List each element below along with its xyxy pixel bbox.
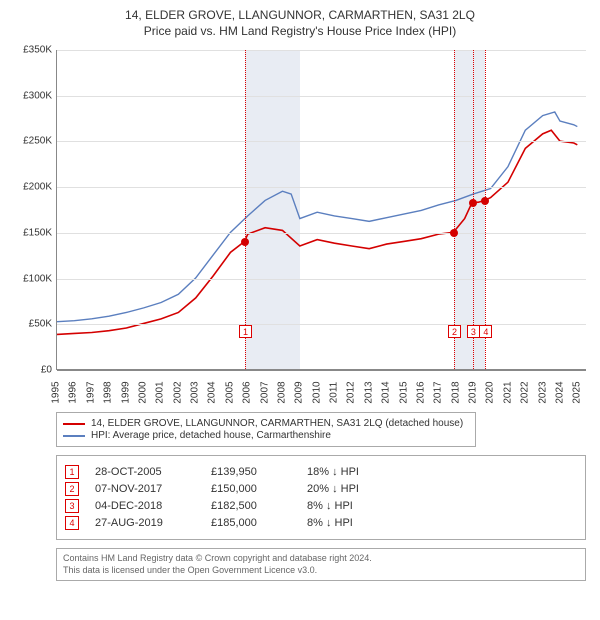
x-axis-label: 2011 <box>329 382 340 404</box>
x-axis-label: 2008 <box>276 381 287 403</box>
x-axis-label: 2022 <box>520 381 531 403</box>
footer-line: This data is licensed under the Open Gov… <box>63 565 579 577</box>
x-axis-label: 2000 <box>137 381 148 403</box>
legend-item: 14, ELDER GROVE, LLANGUNNOR, CARMARTHEN,… <box>63 418 469 429</box>
line-layer <box>57 50 586 369</box>
sale-price: £139,950 <box>211 466 291 478</box>
x-axis-label: 2007 <box>259 381 270 403</box>
x-axis-label: 2013 <box>363 381 374 403</box>
sale-row: 3 04-DEC-2018 £182,500 8% ↓ HPI <box>65 499 577 513</box>
x-axis-label: 2004 <box>207 381 218 403</box>
x-axis-label: 2006 <box>242 381 253 403</box>
x-axis-label: 2020 <box>485 381 496 403</box>
sale-number-box: 3 <box>65 499 79 513</box>
sale-marker-dot <box>469 199 477 207</box>
y-axis-label: £0 <box>41 365 52 376</box>
sale-marker-dot <box>241 238 249 246</box>
gridline <box>57 279 586 280</box>
gridline <box>57 370 586 371</box>
x-axis-label: 2016 <box>415 381 426 403</box>
x-axis-label: 2024 <box>554 381 565 403</box>
legend-item: HPI: Average price, detached house, Carm… <box>63 430 469 441</box>
sale-number-box: 1 <box>65 465 79 479</box>
sale-diff: 20% ↓ HPI <box>307 483 397 495</box>
chart-title: 14, ELDER GROVE, LLANGUNNOR, CARMARTHEN,… <box>8 8 592 22</box>
y-axis-label: £250K <box>23 136 52 147</box>
y-axis-label: £300K <box>23 90 52 101</box>
legend-swatch <box>63 423 85 425</box>
sale-marker-line <box>473 50 474 369</box>
footer-attribution: Contains HM Land Registry data © Crown c… <box>56 548 586 581</box>
plot-area: 1 234 <box>56 50 586 370</box>
legend: 14, ELDER GROVE, LLANGUNNOR, CARMARTHEN,… <box>56 412 476 447</box>
legend-swatch <box>63 435 85 437</box>
y-axis-label: £150K <box>23 227 52 238</box>
x-axis-label: 2012 <box>346 381 357 403</box>
sale-date: 07-NOV-2017 <box>95 483 195 495</box>
sale-marker-box: 1 <box>239 325 252 338</box>
x-axis-label: 1996 <box>68 381 79 403</box>
sale-price: £150,000 <box>211 483 291 495</box>
gridline <box>57 96 586 97</box>
x-axis-label: 2002 <box>172 381 183 403</box>
y-axis-label: £50K <box>29 319 52 330</box>
x-axis-label: 2023 <box>537 381 548 403</box>
sale-marker-line <box>454 50 455 369</box>
chart-area: 1 234 £0 £50K £100K £150K £200K £250K £300K £350… <box>8 46 592 406</box>
sale-marker-dot <box>481 197 489 205</box>
x-axis-label: 2017 <box>433 381 444 403</box>
y-axis-label: £200K <box>23 182 52 193</box>
sale-row: 2 07-NOV-2017 £150,000 20% ↓ HPI <box>65 482 577 496</box>
sale-price: £182,500 <box>211 500 291 512</box>
sale-number-box: 4 <box>65 516 79 530</box>
x-axis-label: 2009 <box>294 381 305 403</box>
legend-label: 14, ELDER GROVE, LLANGUNNOR, CARMARTHEN,… <box>91 418 463 429</box>
x-axis-label: 2015 <box>398 381 409 403</box>
x-axis-label: 2018 <box>450 381 461 403</box>
y-axis-label: £100K <box>23 273 52 284</box>
x-axis-label: 2019 <box>468 381 479 403</box>
x-axis-label: 2005 <box>224 381 235 403</box>
sale-row: 1 28-OCT-2005 £139,950 18% ↓ HPI <box>65 465 577 479</box>
sale-date: 28-OCT-2005 <box>95 466 195 478</box>
sale-price: £185,000 <box>211 517 291 529</box>
sale-number-box: 2 <box>65 482 79 496</box>
chart-subtitle: Price paid vs. HM Land Registry's House … <box>8 24 592 38</box>
x-axis-label: 1998 <box>103 381 114 403</box>
x-axis-label: 2014 <box>381 381 392 403</box>
x-axis-label: 2003 <box>190 381 201 403</box>
x-axis-label: 1999 <box>120 381 131 403</box>
x-axis-label: 1995 <box>51 381 62 403</box>
gridline <box>57 50 586 51</box>
sale-row: 4 27-AUG-2019 £185,000 8% ↓ HPI <box>65 516 577 530</box>
sale-date: 27-AUG-2019 <box>95 517 195 529</box>
x-axis-label: 1997 <box>85 381 96 403</box>
sale-marker-box: 3 <box>467 325 480 338</box>
footer-line: Contains HM Land Registry data © Crown c… <box>63 553 579 565</box>
legend-label: HPI: Average price, detached house, Carm… <box>91 430 331 441</box>
sale-diff: 8% ↓ HPI <box>307 500 397 512</box>
gridline <box>57 187 586 188</box>
sale-diff: 8% ↓ HPI <box>307 517 397 529</box>
gridline <box>57 233 586 234</box>
sale-date: 04-DEC-2018 <box>95 500 195 512</box>
gridline <box>57 324 586 325</box>
sale-marker-box: 2 <box>448 325 461 338</box>
sale-diff: 18% ↓ HPI <box>307 466 397 478</box>
sale-marker-line <box>245 50 246 369</box>
sale-marker-box: 4 <box>479 325 492 338</box>
series-line <box>57 112 577 322</box>
y-axis-label: £350K <box>23 45 52 56</box>
gridline <box>57 141 586 142</box>
x-axis-label: 2010 <box>311 381 322 403</box>
sales-table: 1 28-OCT-2005 £139,950 18% ↓ HPI 2 07-NOV-201… <box>56 455 586 540</box>
sale-marker-dot <box>450 229 458 237</box>
sale-marker-line <box>485 50 486 369</box>
x-axis-label: 2025 <box>572 381 583 403</box>
x-axis-label: 2001 <box>155 381 166 403</box>
x-axis-label: 2021 <box>502 381 513 403</box>
